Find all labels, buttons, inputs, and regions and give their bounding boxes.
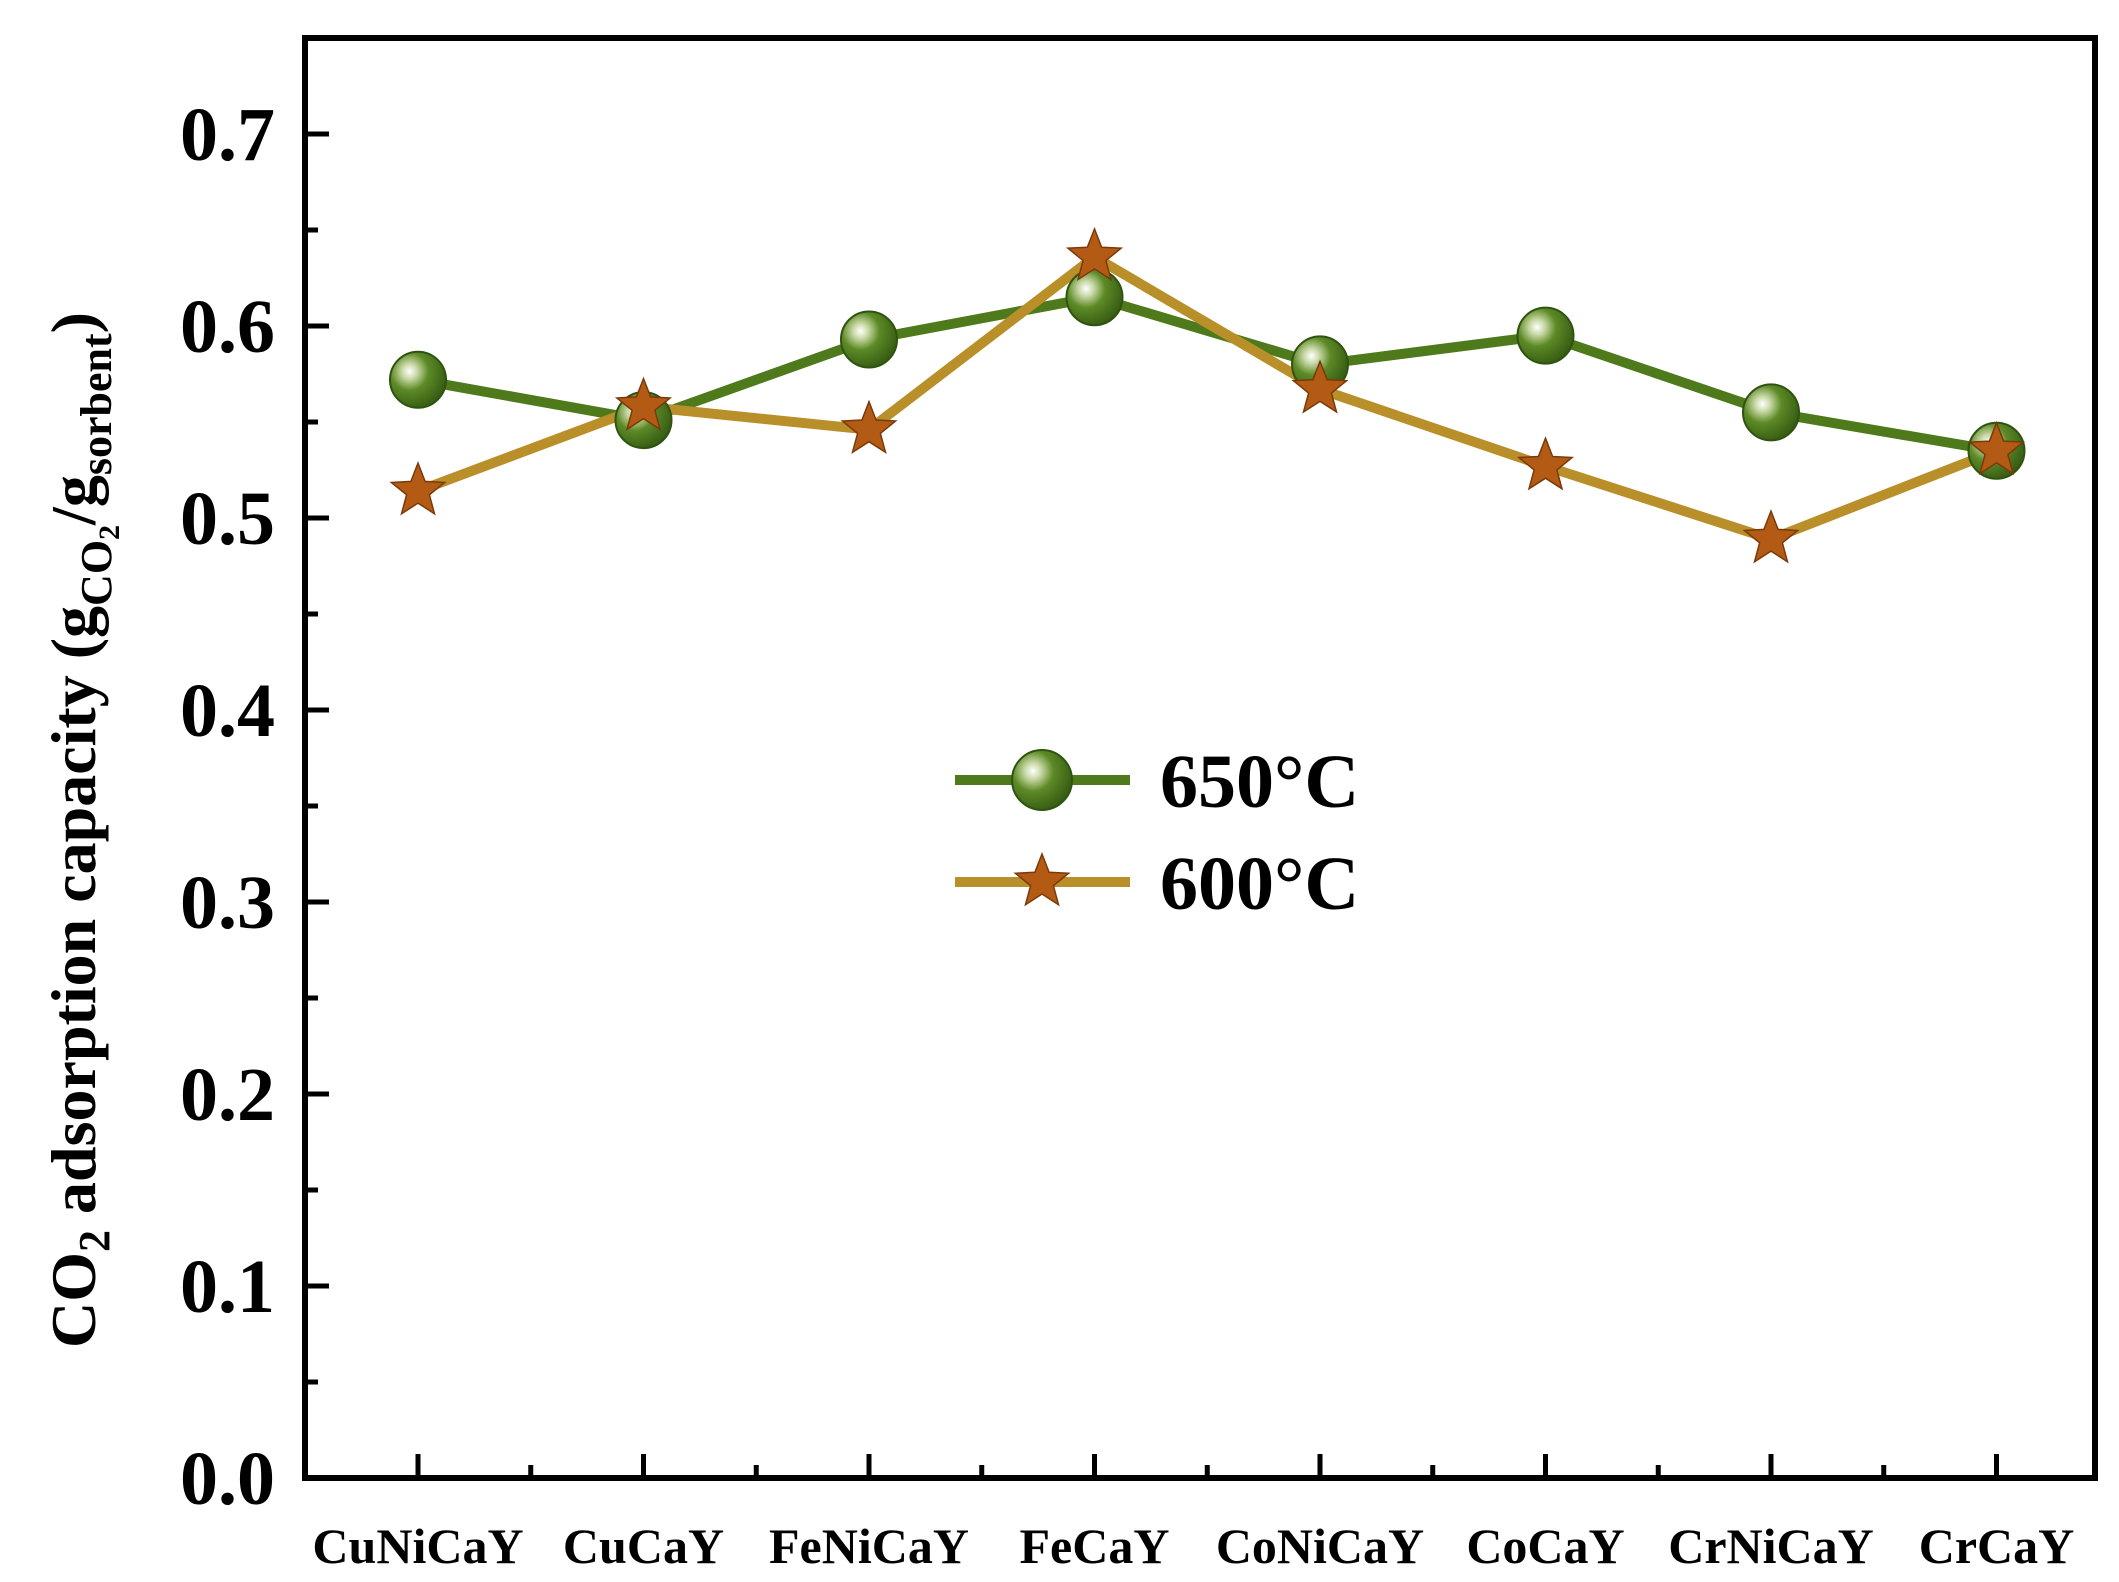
y-tick-label: 0.3 xyxy=(180,861,275,945)
data-point-650 xyxy=(1065,268,1124,327)
y-tick-label: 0.1 xyxy=(180,1245,275,1329)
y-tick-label: 0.7 xyxy=(180,93,275,177)
data-point-600 xyxy=(614,376,673,431)
x-tick-label: FeNiCaY xyxy=(769,1518,969,1574)
y-label-rest: adsorption capacity (g xyxy=(38,606,109,1230)
data-point-600 xyxy=(1291,359,1349,414)
data-point-650 xyxy=(1742,383,1800,442)
axis-ticks: 0.0 0.1 0.2 0.3 0.4 0.5 0.6 0.7 CuNiCaY CuCaY FeNi… xyxy=(180,93,2074,1574)
series-markers xyxy=(389,226,2026,564)
y-label-main: CO xyxy=(38,1252,109,1348)
legend: 650°C 600°C xyxy=(955,740,1359,926)
legend-label: 600°C xyxy=(1160,842,1359,926)
data-point-650 xyxy=(1516,306,1575,365)
y-axis-label: CO2 adsorption capacity (gCO2/gsorbent) xyxy=(38,312,126,1348)
data-point-600 xyxy=(1065,226,1124,282)
x-tick-label: CrNiCaY xyxy=(1668,1518,1874,1574)
x-tick-label: FeCaY xyxy=(1020,1518,1170,1574)
y-tick-label: 0.4 xyxy=(180,669,275,753)
data-point-650 xyxy=(389,350,447,409)
data-point-600 xyxy=(1967,420,2026,476)
y-label-main-sub: 2 xyxy=(70,1230,119,1252)
legend-marker-650 xyxy=(1011,749,1073,811)
data-point-650 xyxy=(840,310,898,369)
data-point-600 xyxy=(1516,436,1575,491)
series-line-1 xyxy=(416,251,1999,545)
y-label-close: ) xyxy=(38,312,109,333)
y-label-sub1: CO xyxy=(72,540,121,606)
data-point-600 xyxy=(840,399,898,454)
svg-text:CO2 adsorption capacity (gCO2/: CO2 adsorption capacity (gCO2/gsorbent) xyxy=(38,312,126,1348)
series-lines xyxy=(416,251,1999,545)
y-tick-label: 0.0 xyxy=(180,1437,275,1521)
y-tick-label: 0.2 xyxy=(180,1053,275,1137)
plot-frame xyxy=(302,35,2098,1481)
data-point-600 xyxy=(1742,509,1800,564)
y-label-sub2: sorbent xyxy=(72,333,121,475)
y-label-slash: /g xyxy=(38,475,109,526)
x-tick-label: CuCaY xyxy=(563,1518,724,1574)
x-tick-label: CrCaY xyxy=(1919,1518,2075,1574)
legend-marker-600 xyxy=(1013,851,1071,907)
y-tick-label: 0.5 xyxy=(180,477,275,561)
x-tick-label: CoNiCaY xyxy=(1216,1518,1424,1574)
data-point-600 xyxy=(389,461,447,516)
legend-label: 650°C xyxy=(1160,740,1359,824)
y-label-sub1-sub: 2 xyxy=(93,525,126,540)
x-tick-label: CuNiCaY xyxy=(312,1518,523,1574)
y-tick-label: 0.6 xyxy=(180,285,275,369)
x-tick-label: CoCaY xyxy=(1466,1518,1624,1574)
